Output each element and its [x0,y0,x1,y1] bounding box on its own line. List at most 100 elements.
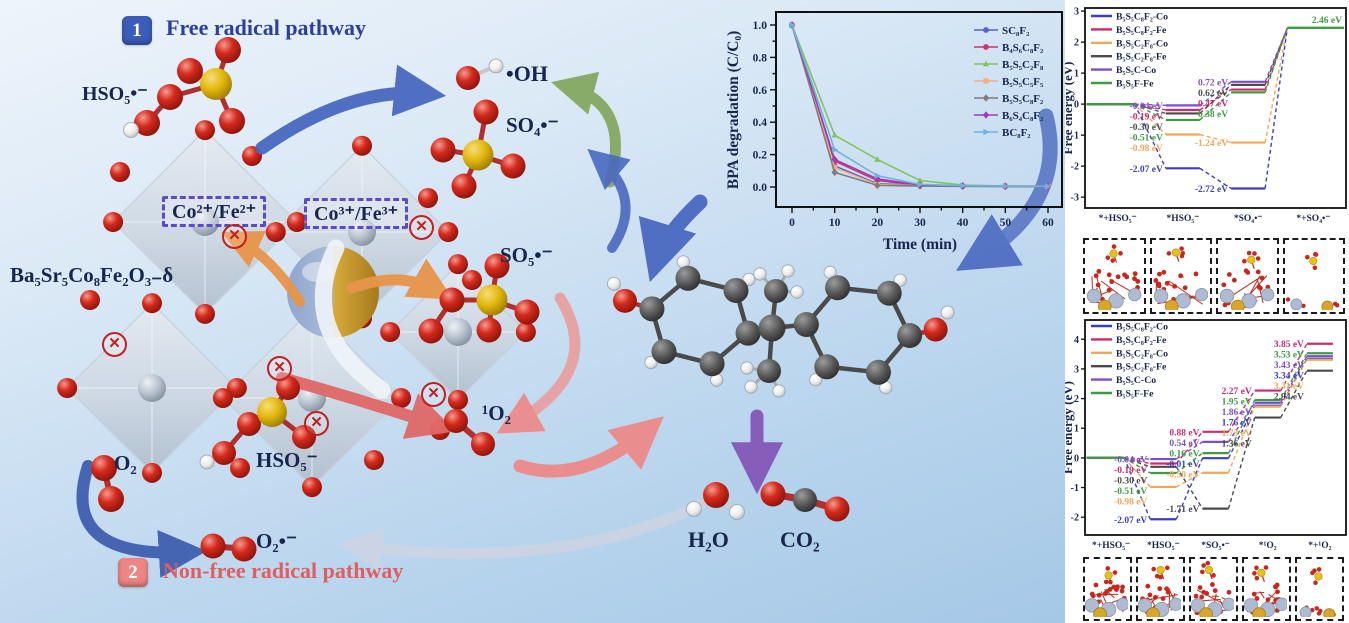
svg-text:-2: -2 [1071,513,1079,524]
svg-text:0.88 eV: 0.88 eV [1169,428,1199,438]
svg-text:1.0: 1.0 [753,20,768,32]
svg-text:*SO₄•⁻: *SO₄•⁻ [1234,214,1263,224]
svg-text:B₅S₅C-Co: B₅S₅C-Co [1116,65,1156,76]
svg-text:3.43 eV: 3.43 eV [1274,361,1304,371]
svg-text:0.54 eV: 0.54 eV [1169,439,1199,449]
svg-text:0: 0 [1074,453,1079,464]
dft-structure-box [1216,238,1279,314]
svg-text:3.31 eV: 3.31 eV [1274,382,1304,392]
arrow [338,499,706,572]
forbidden-icon: ✕ [304,411,329,436]
svg-text:B₅S₅C₂F₈-Fe: B₅S₅C₂F₈-Fe [1116,362,1167,373]
so4-molecule [430,99,526,199]
mechanism-panel: 0 10 20 30 40 50 60 0.0 0.2 0.4 0.6 0.8 1.0 Time (min… [0,0,1065,623]
svg-text:B₅S₅F-Fe: B₅S₅F-Fe [1116,389,1154,400]
superoxide-molecule [200,533,257,562]
co2-molecule [760,481,850,522]
svg-text:-0.04 eV: -0.04 eV [1114,456,1147,466]
svg-text:*+HSO₅⁻: *+HSO₅⁻ [1099,214,1137,224]
svg-text:-0.51 eV: -0.51 eV [1130,133,1163,143]
catalyst-formula: Ba₅Sr₅Co₈Fe₂O₃₋δ [10,263,174,287]
oh-radical-label: •OH [506,61,548,86]
svg-text:0.72 eV: 0.72 eV [1198,78,1228,88]
pathway1-title: Free radical pathway [166,15,367,40]
singlet-o2-molecule [444,409,495,456]
bpa-degradation-chart: 0 10 20 30 40 50 60 0.0 0.2 0.4 0.6 0.8 1.0 Time (min… [725,11,1063,253]
svg-text:50: 50 [1000,217,1012,229]
svg-text:-0.19 eV: -0.19 eV [1130,112,1163,122]
perovskite-structure [57,120,536,498]
svg-text:3: 3 [1074,7,1079,18]
svg-text:-0.30 eV: -0.30 eV [1130,123,1163,133]
arrow [638,194,708,283]
so4-radical-label: SO₄•⁻ [506,113,559,137]
svg-text:0: 0 [1074,100,1079,111]
svg-text:B₆S₄C₈F₂: B₆S₄C₈F₂ [1002,110,1044,122]
svg-text:-0.98 eV: -0.98 eV [1130,144,1163,154]
svg-text:0.16 eV: 0.16 eV [1169,450,1199,460]
free-energy-diagram-radical: -3 -2 -1 0 1 2 3 Free energy (eV) *+HSO₅⁻ *HSO₅⁻ *… [1065,7,1347,224]
svg-text:1.76 eV: 1.76 eV [1222,419,1252,429]
h2o-molecule [686,482,745,520]
arrow [496,292,581,434]
svg-text:-1.24 eV: -1.24 eV [1195,139,1228,149]
arrow [276,372,456,439]
dft-panel: -3 -2 -1 0 1 2 3 Free energy (eV) *+HSO₅⁻ *HSO₅⁻ *… [1065,0,1349,623]
dft-structures-nonradical [1083,557,1345,621]
svg-text:B₅S₅F-Fe: B₅S₅F-Fe [1116,79,1154,90]
so5-molecule [418,253,540,344]
o2-molecule [91,455,124,512]
svg-text:B₅S₅C₈F₂-Co: B₅S₅C₈F₂-Co [1116,12,1168,23]
svg-text:*¹O₂: *¹O₂ [1259,541,1277,551]
co3-fe3-box: Co³⁺/Fe³⁺ [304,198,409,229]
svg-text:*HSO₅⁻: *HSO₅⁻ [1147,541,1180,551]
svg-text:-0.98 eV: -0.98 eV [1114,498,1147,508]
svg-text:-1.71 eV: -1.71 eV [1166,505,1199,515]
forbidden-icon: ✕ [102,332,127,357]
svg-text:Free energy (eV): Free energy (eV) [1065,62,1075,155]
dft-structure-box [1083,238,1146,314]
svg-text:*SO₅•⁻: *SO₅•⁻ [1201,541,1230,551]
svg-text:-2.07 eV: -2.07 eV [1114,516,1147,526]
svg-text:B₅S₅C₅F₅: B₅S₅C₅F₅ [1002,76,1044,88]
svg-text:B₅S₅C₂F₈-Fe: B₅S₅C₂F₈-Fe [1116,52,1167,63]
svg-text:SC₈F₂: SC₈F₂ [1002,25,1030,37]
svg-text:40: 40 [957,217,969,229]
svg-text:B₅S₅C₂F₈-Co: B₅S₅C₂F₈-Co [1116,348,1168,359]
forbidden-icon: ✕ [267,356,292,381]
svg-text:-1: -1 [1071,131,1079,142]
hydroxyl-molecule [456,58,504,90]
svg-text:0: 0 [789,217,795,229]
svg-text:0.8: 0.8 [753,52,768,64]
svg-text:0.38 eV: 0.38 eV [1198,110,1228,120]
svg-text:4: 4 [1074,335,1079,346]
arrow [956,108,1058,271]
svg-text:1.73 eV: 1.73 eV [1222,429,1252,439]
pathway2-title: Non-free radical pathway [163,558,404,583]
svg-text:1.86 eV: 1.86 eV [1222,408,1252,418]
dft-structure-box [1189,557,1238,621]
svg-text:B₅S₅C₂F₈: B₅S₅C₂F₈ [1002,59,1044,71]
svg-text:-2: -2 [1071,162,1079,173]
svg-text:-2.72 eV: -2.72 eV [1195,185,1228,195]
co2-label: CO₂ [780,527,820,552]
so5-radical-label: SO₅•⁻ [500,243,553,267]
svg-text:*+SO₄•⁻: *+SO₄•⁻ [1296,214,1330,224]
hso5-molecule [199,376,316,470]
pathway2-badge: 2 [118,558,148,587]
svg-text:20: 20 [872,217,884,229]
svg-text:3.85 eV: 3.85 eV [1274,340,1304,350]
svg-text:1: 1 [1074,69,1079,80]
svg-text:3.53 eV: 3.53 eV [1274,351,1304,361]
arrow [76,460,207,578]
svg-text:-0.50 eV: -0.50 eV [1166,471,1199,481]
reaction-arrows [76,64,1058,578]
dft-structure-box [1083,557,1132,621]
svg-text:BC₈F₂: BC₈F₂ [1002,127,1031,139]
pathway1-badge: 1 [122,16,152,45]
hso5-label: HSO₅⁻ [256,448,318,472]
svg-text:0.6: 0.6 [753,85,768,97]
hso5-radical-label: HSO₅•⁻ [82,83,148,105]
dft-structure-box [1295,557,1344,621]
dft-structure-box [1282,238,1345,314]
